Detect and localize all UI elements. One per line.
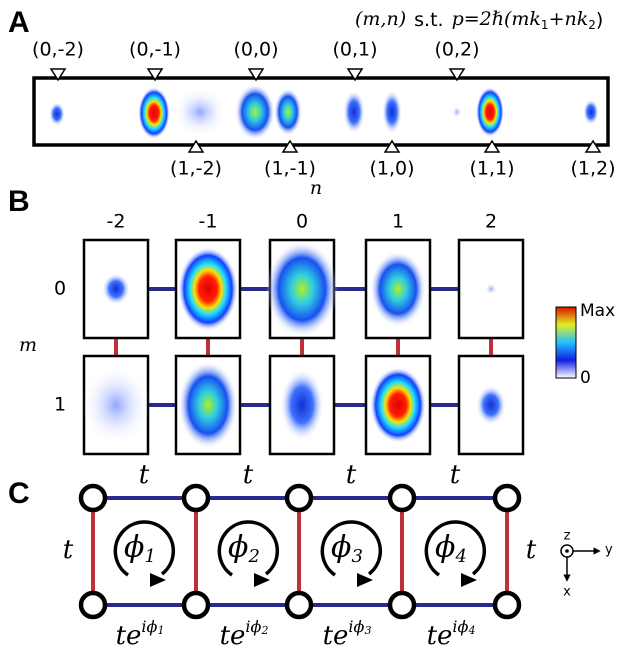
formula-part: p=2ℏ(mk [452,8,541,30]
formula-part: +nk [549,8,589,30]
hopping-index: 1 [157,624,164,637]
formula: (m,n) s.t. p=2ℏ(mk1+nk2) [355,8,603,32]
flux-symbol: ϕ [124,530,144,565]
hopping-label: teiϕ2 [220,617,269,652]
hopping-base: te [427,621,453,651]
colorbar-label: 0 [580,368,591,388]
hopping-label: t [243,460,254,490]
colorbar-label: Max [580,301,615,321]
flux-label: ϕ3 [331,530,363,567]
diffraction-image [266,241,338,337]
axis-label: y [605,543,613,558]
peak-label: (0,2) [434,39,479,61]
arrow-head [254,573,270,587]
peak-label: (1,0) [369,158,414,180]
hopping-label: t [63,535,74,565]
site [287,486,311,510]
formula-part: (m,n) [355,8,406,30]
diffraction-image [178,247,238,331]
flux-symbol: ϕ [331,530,351,565]
axis-label: n [310,177,322,199]
flux-index: 1 [145,546,156,567]
flux-label: ϕ2 [228,530,260,567]
diffraction-image [102,273,130,305]
site [390,593,414,617]
colorbar [556,307,576,378]
axis-label: m [19,334,37,356]
hopping-index: 4 [467,624,475,637]
hopping-index: 2 [260,624,268,637]
flux-label: ϕ4 [435,530,467,567]
diffraction-image [178,361,238,449]
hopping-exp: iϕ [141,617,157,636]
hopping-label: teiϕ1 [116,617,165,652]
hopping-label: t [450,460,461,490]
column-label: -1 [199,211,218,233]
flux-index: 3 [352,546,363,567]
panel-letter: A [8,6,30,39]
flux-index: 2 [248,546,260,567]
hopping-label: t [346,460,357,490]
hopping-label: teiϕ4 [427,617,476,652]
peak-label: (0,0) [233,39,278,61]
formula-part: 1 [541,18,549,32]
arrow-head [357,573,373,587]
flux-index: 4 [455,546,467,567]
arrow-head [461,573,477,587]
hopping-label: t [526,535,537,565]
site [81,486,105,510]
hopping-index: 3 [364,624,371,637]
axes-glyph: z y x [561,529,613,600]
diffraction-image [49,84,599,140]
formula-part: ) [596,9,603,31]
peak-label: (0,-2) [32,39,84,61]
peak-label: (1,-2) [170,158,222,180]
formula-part: s.t. [414,9,443,31]
column-label: 1 [392,211,404,233]
axis-label: x [563,585,571,600]
peak-label: (0,-1) [129,39,181,61]
panel-letter: B [8,185,30,218]
hopping-exp: iϕ [245,617,261,636]
site [287,593,311,617]
arrow-head [150,573,166,587]
panel-letter: C [8,477,30,510]
diffraction-image [476,385,506,425]
flux-symbol: ϕ [228,530,248,565]
diffraction-image [485,283,497,295]
site [390,486,414,510]
diffraction-image [280,369,324,441]
hopping-base: te [220,621,246,651]
peak-label: (0,1) [332,39,377,61]
diffraction-image [82,365,150,445]
figure: A (m,n)s.t.p=2ℏ(mk1+nk2) B n m Max 0 C z… [0,0,639,658]
site [81,593,105,617]
peak-label: (1,-1) [264,158,316,180]
hopping-exp: iϕ [348,617,364,636]
diffraction-image [370,367,426,443]
site [184,593,208,617]
hopping-exp: iϕ [452,617,468,636]
hopping-base: te [116,621,142,651]
site [495,593,519,617]
column-label: -2 [107,211,126,233]
peak-label: (1,2) [570,158,615,180]
axis-label: z [564,529,571,544]
site [184,486,208,510]
column-label: 0 [296,211,308,233]
flux-label: ϕ1 [124,530,156,567]
row-label: 0 [54,278,66,300]
image-frame [34,78,608,145]
hopping-label: t [139,460,150,490]
peak-label: (1,1) [469,158,514,180]
hopping-base: te [323,621,349,651]
column-label: 2 [485,211,497,233]
row-label: 1 [54,394,66,416]
diffraction-image [370,251,426,327]
site [495,486,519,510]
flux-symbol: ϕ [435,530,455,565]
formula-part: 2 [588,18,596,32]
hopping-label: teiϕ3 [323,617,372,652]
